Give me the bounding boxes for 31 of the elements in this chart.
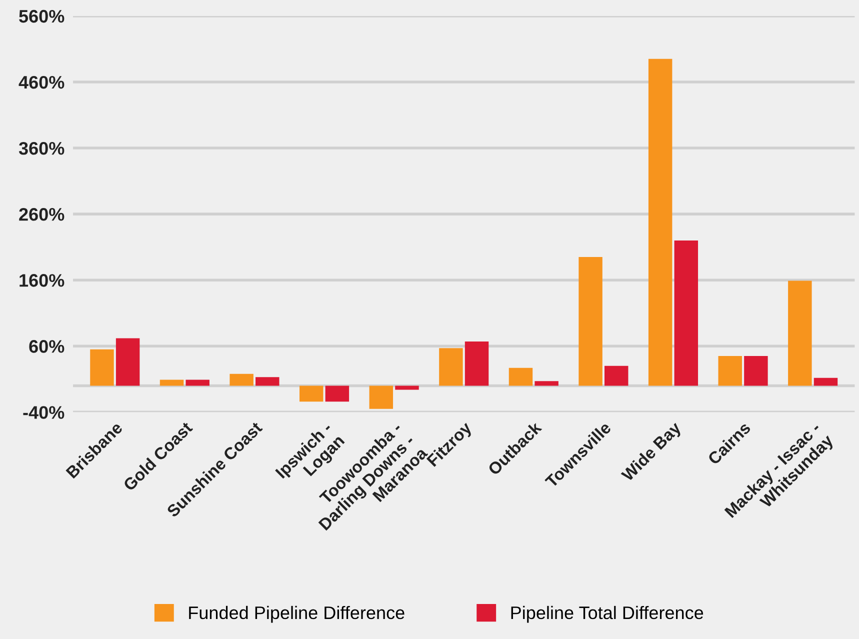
- bar: [256, 377, 280, 386]
- y-tick-label: 60%: [29, 340, 64, 353]
- y-tick-label: 160%: [20, 274, 64, 287]
- bar: [814, 378, 838, 386]
- bar: [464, 342, 489, 386]
- bar: [508, 368, 533, 386]
- bar: [230, 374, 254, 386]
- y-tick-label: 560%: [19, 10, 64, 23]
- bar: [325, 386, 350, 402]
- legend-label: Pipeline Total Difference: [511, 606, 704, 623]
- bar: [744, 356, 768, 386]
- bar: [160, 380, 184, 386]
- bar: [788, 280, 812, 386]
- bar: [534, 381, 558, 386]
- bar: [648, 58, 672, 386]
- bar: [604, 366, 628, 386]
- bar: [439, 348, 463, 386]
- y-tick-label: -40%: [23, 406, 64, 419]
- bar: [578, 256, 602, 386]
- y-tick-label: 260%: [19, 208, 64, 221]
- bar: [395, 386, 419, 390]
- bar: [718, 356, 742, 386]
- bar: [369, 386, 394, 409]
- bar: [116, 338, 140, 386]
- bar: [674, 240, 698, 386]
- legend-label: Funded Pipeline Difference: [189, 606, 404, 623]
- y-tick-label: 360%: [18, 142, 64, 155]
- bar: [186, 380, 210, 386]
- bar: [299, 386, 324, 402]
- bar: [90, 349, 114, 386]
- y-tick-label: 460%: [18, 76, 64, 89]
